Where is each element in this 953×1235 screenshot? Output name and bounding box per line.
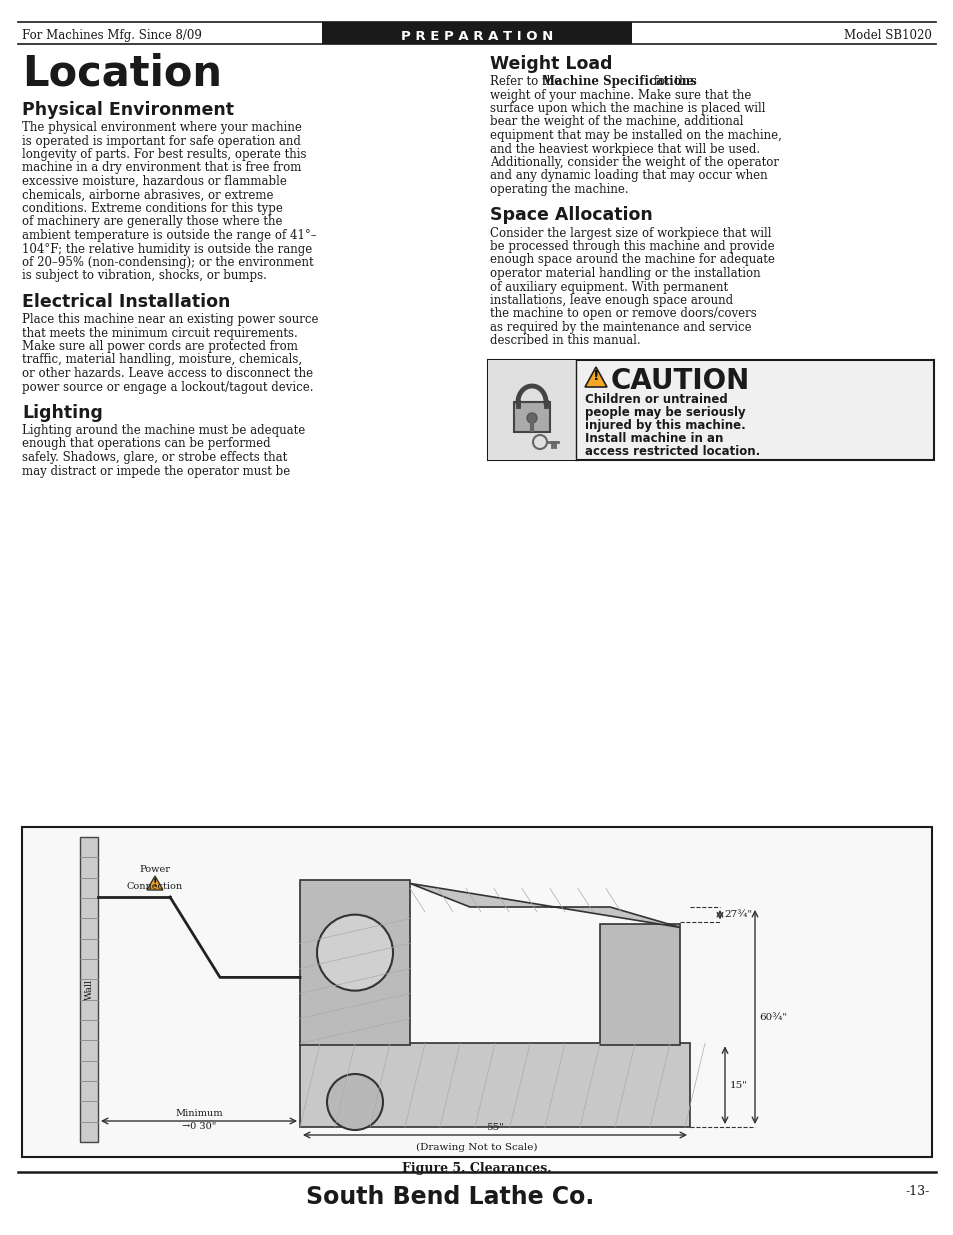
Bar (488, 359, 933, 459)
Text: people may be seriously: people may be seriously (584, 406, 745, 419)
Text: injured by this machine.: injured by this machine. (584, 419, 745, 432)
Text: South Bend Lathe Co.: South Bend Lathe Co. (306, 1186, 594, 1209)
Text: as required by the maintenance and service: as required by the maintenance and servi… (490, 321, 751, 333)
Text: !: ! (152, 878, 157, 888)
Text: Figure 5. Clearances.: Figure 5. Clearances. (402, 1162, 551, 1174)
Text: and the heaviest workpiece that will be used.: and the heaviest workpiece that will be … (490, 142, 760, 156)
Text: ambient temperature is outside the range of 41°–: ambient temperature is outside the range… (22, 228, 316, 242)
Text: access restricted location.: access restricted location. (584, 445, 760, 458)
Polygon shape (584, 367, 606, 387)
Text: 27¾": 27¾" (723, 910, 751, 919)
Text: safely. Shadows, glare, or strobe effects that: safely. Shadows, glare, or strobe effect… (22, 451, 287, 464)
Text: Consider the largest size of workpiece that will: Consider the largest size of workpiece t… (490, 226, 771, 240)
Text: Physical Environment: Physical Environment (22, 101, 233, 119)
Text: !: ! (592, 369, 598, 383)
Text: Lighting: Lighting (22, 404, 103, 422)
Text: 15": 15" (729, 1081, 747, 1089)
Text: CAUTION: CAUTION (610, 367, 749, 395)
Text: bear the weight of the machine, additional: bear the weight of the machine, addition… (490, 116, 742, 128)
Text: excessive moisture, hazardous or flammable: excessive moisture, hazardous or flammab… (22, 175, 287, 188)
Text: described in this manual.: described in this manual. (490, 335, 640, 347)
Text: power source or engage a lockout/tagout device.: power source or engage a lockout/tagout … (22, 380, 314, 394)
Text: of machinery are generally those where the: of machinery are generally those where t… (22, 215, 282, 228)
Bar (299, 1044, 689, 1128)
Text: enough that operations can be performed: enough that operations can be performed (22, 437, 271, 451)
Text: Wall: Wall (85, 979, 93, 1000)
Text: The physical environment where your machine: The physical environment where your mach… (22, 121, 301, 135)
Polygon shape (147, 876, 163, 890)
Text: 104°F; the relative humidity is outside the range: 104°F; the relative humidity is outside … (22, 242, 312, 256)
Text: Electrical Installation: Electrical Installation (22, 293, 230, 311)
Text: machine in a dry environment that is free from: machine in a dry environment that is fre… (22, 162, 301, 174)
Text: operator material handling or the installation: operator material handling or the instal… (490, 267, 760, 280)
Text: chemicals, airborne abrasives, or extreme: chemicals, airborne abrasives, or extrem… (22, 189, 274, 201)
Circle shape (316, 915, 393, 990)
Text: enough space around the machine for adequate: enough space around the machine for adeq… (490, 253, 774, 267)
Text: the machine to open or remove doors/covers: the machine to open or remove doors/cove… (490, 308, 756, 321)
Text: Lighting around the machine must be adequate: Lighting around the machine must be adeq… (22, 424, 305, 437)
Text: (Drawing Not to Scale): (Drawing Not to Scale) (416, 1144, 537, 1152)
Text: P R E P A R A T I O N: P R E P A R A T I O N (400, 30, 553, 43)
Text: installations, leave enough space around: installations, leave enough space around (490, 294, 732, 308)
Bar (22, 827, 931, 1157)
Bar (299, 881, 410, 1045)
Text: Machine Specifications: Machine Specifications (541, 75, 696, 88)
Text: Minimum: Minimum (175, 1109, 223, 1118)
Text: or other hazards. Leave access to disconnect the: or other hazards. Leave access to discon… (22, 367, 313, 380)
Text: be processed through this machine and provide: be processed through this machine and pr… (490, 240, 774, 253)
Text: →0 30": →0 30" (182, 1123, 216, 1131)
Text: -13-: -13- (904, 1186, 929, 1198)
Text: traffic, material handling, moisture, chemicals,: traffic, material handling, moisture, ch… (22, 353, 302, 367)
Text: may distract or impede the operator must be: may distract or impede the operator must… (22, 464, 290, 478)
Circle shape (327, 1074, 382, 1130)
Circle shape (526, 412, 537, 424)
Text: Refer to the: Refer to the (490, 75, 564, 88)
Text: operating the machine.: operating the machine. (490, 183, 628, 196)
Text: Additionally, consider the weight of the operator: Additionally, consider the weight of the… (490, 156, 779, 169)
Bar (80, 837, 98, 1142)
Bar (599, 925, 679, 1045)
Polygon shape (410, 883, 679, 927)
Bar (322, 22, 631, 44)
Text: for the: for the (649, 75, 693, 88)
Text: Location: Location (22, 53, 222, 95)
Text: surface upon which the machine is placed will: surface upon which the machine is placed… (490, 103, 764, 115)
Text: of 20–95% (non-condensing); or the environment: of 20–95% (non-condensing); or the envir… (22, 256, 314, 269)
Text: that meets the minimum circuit requirements.: that meets the minimum circuit requireme… (22, 326, 297, 340)
Text: of auxiliary equipment. With permanent: of auxiliary equipment. With permanent (490, 280, 727, 294)
Text: Weight Load: Weight Load (490, 56, 612, 73)
Text: Children or untrained: Children or untrained (584, 393, 727, 406)
Text: 55": 55" (485, 1123, 503, 1132)
Text: weight of your machine. Make sure that the: weight of your machine. Make sure that t… (490, 89, 751, 101)
Text: Space Allocation: Space Allocation (490, 206, 652, 225)
Text: longevity of parts. For best results, operate this: longevity of parts. For best results, op… (22, 148, 306, 161)
Text: For Machines Mfg. Since 8/09: For Machines Mfg. Since 8/09 (22, 28, 202, 42)
Bar (514, 403, 550, 432)
Text: Model SB1020: Model SB1020 (843, 28, 931, 42)
Text: Connection: Connection (127, 882, 183, 890)
Text: is operated is important for safe operation and: is operated is important for safe operat… (22, 135, 300, 147)
Text: 60¾": 60¾" (759, 1013, 786, 1021)
Bar (488, 359, 576, 459)
Text: Make sure all power cords are protected from: Make sure all power cords are protected … (22, 340, 297, 353)
Text: Install machine in an: Install machine in an (584, 432, 722, 445)
Text: Place this machine near an existing power source: Place this machine near an existing powe… (22, 312, 318, 326)
Text: and any dynamic loading that may occur when: and any dynamic loading that may occur w… (490, 169, 767, 183)
Text: is subject to vibration, shocks, or bumps.: is subject to vibration, shocks, or bump… (22, 269, 267, 283)
Text: Power: Power (139, 864, 171, 874)
Text: conditions. Extreme conditions for this type: conditions. Extreme conditions for this … (22, 203, 283, 215)
Text: equipment that may be installed on the machine,: equipment that may be installed on the m… (490, 128, 781, 142)
